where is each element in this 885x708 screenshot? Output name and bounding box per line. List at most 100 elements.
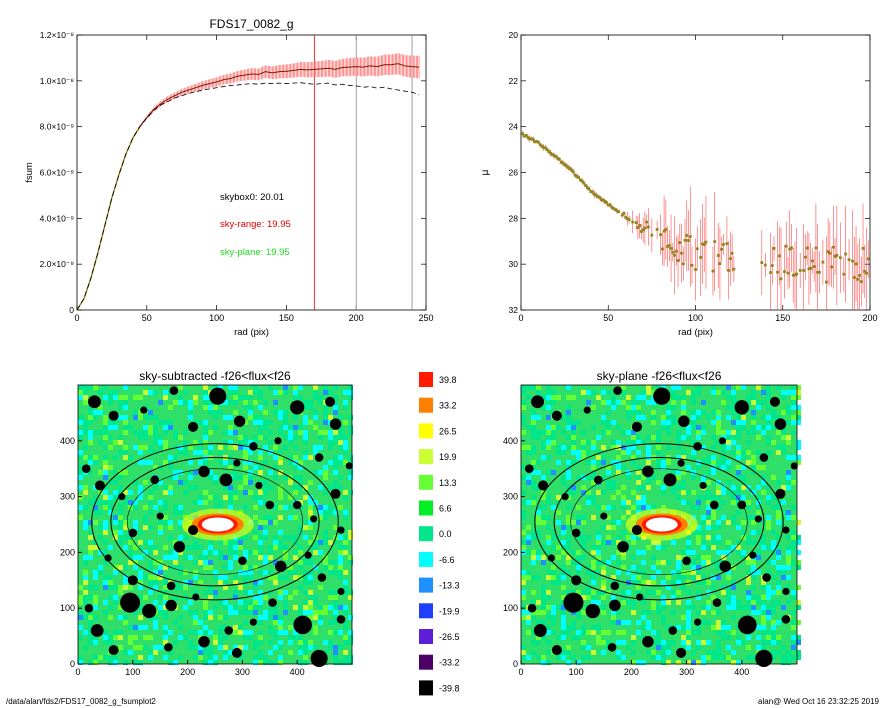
noise-pixel [108,660,113,665]
noise-pixel [313,545,318,550]
noise-pixel [776,600,781,605]
noise-pixel [233,490,238,495]
noise-pixel [646,610,651,615]
noise-pixel [228,440,233,445]
mu-point [542,146,546,150]
noise-pixel [213,550,218,555]
masked-source [268,598,277,607]
noise-pixel [786,550,791,555]
noise-pixel [308,400,313,405]
noise-pixel [228,485,233,490]
noise-pixel [83,505,88,510]
noise-pixel [153,505,158,510]
noise-pixel [113,515,118,520]
masked-source [642,635,654,648]
noise-pixel [103,525,108,530]
noise-pixel [601,455,606,460]
noise-pixel [796,565,801,570]
masked-source [219,473,233,487]
noise-pixel [736,635,741,640]
noise-pixel [313,625,318,630]
noise-pixel [258,450,263,455]
noise-pixel [611,440,616,445]
noise-pixel [556,535,561,540]
noise-pixel [761,400,766,405]
noise-pixel [308,505,313,510]
noise-pixel [661,415,666,420]
noise-pixel [736,465,741,470]
noise-pixel [293,535,298,540]
noise-pixel [546,435,551,440]
noise-pixel [228,605,233,610]
noise-pixel [333,435,338,440]
noise-pixel [601,640,606,645]
noise-pixel [333,470,338,475]
noise-pixel [526,655,531,660]
noise-pixel [796,405,801,410]
noise-pixel [208,410,213,415]
noise-pixel [631,640,636,645]
mu-point [685,234,689,237]
noise-pixel [591,595,596,600]
noise-pixel [546,400,551,405]
noise-pixel [521,510,526,515]
noise-pixel [741,465,746,470]
noise-pixel [123,565,128,570]
noise-pixel [133,430,138,435]
noise-pixel [526,500,531,505]
noise-pixel [546,540,551,545]
noise-pixel [586,500,591,505]
mu-xlabel: rad (pix) [678,327,713,338]
noise-pixel [796,410,801,415]
noise-pixel [796,455,801,460]
noise-pixel [293,575,298,580]
noise-pixel [243,405,248,410]
noise-pixel [706,520,711,525]
noise-pixel [318,615,323,620]
noise-pixel [766,415,771,420]
noise-pixel [721,455,726,460]
noise-pixel [576,455,581,460]
y-tick-label: 32 [509,305,519,315]
noise-pixel [581,555,586,560]
noise-pixel [313,645,318,650]
noise-pixel [796,415,801,420]
noise-pixel [761,625,766,630]
noise-pixel [566,410,571,415]
noise-pixel [691,400,696,405]
noise-pixel [208,590,213,595]
noise-pixel [343,390,348,395]
noise-pixel [193,615,198,620]
noise-pixel [213,660,218,665]
noise-pixel [108,635,113,640]
noise-pixel [546,590,551,595]
noise-pixel [263,530,268,535]
noise-pixel [343,570,348,575]
noise-pixel [178,445,183,450]
noise-pixel [736,605,741,610]
noise-pixel [711,610,716,615]
noise-pixel [118,470,123,475]
noise-pixel [606,535,611,540]
noise-pixel [218,505,223,510]
noise-pixel [293,490,298,495]
noise-pixel [736,475,741,480]
colorbar-swatch [419,551,433,567]
noise-pixel [163,485,168,490]
noise-pixel [253,435,258,440]
noise-pixel [313,540,318,545]
noise-pixel [203,460,208,465]
noise-pixel [781,485,786,490]
noise-pixel [293,570,298,575]
noise-pixel [531,410,536,415]
noise-pixel [123,525,128,530]
noise-pixel [526,480,531,485]
noise-pixel [641,475,646,480]
noise-pixel [626,570,631,575]
noise-pixel [323,475,328,480]
noise-pixel [671,490,676,495]
noise-pixel [223,430,228,435]
mu-point [786,271,790,275]
noise-pixel [631,405,636,410]
colorbar-label: 39.8 [439,375,457,385]
